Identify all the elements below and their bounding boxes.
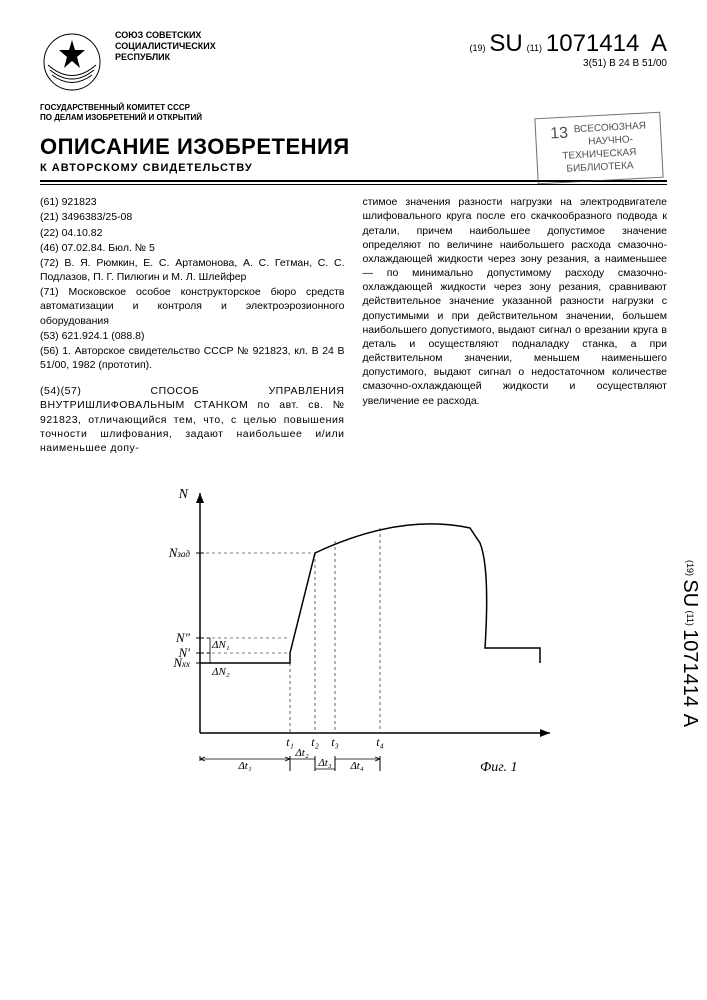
svg-text:N″: N″ <box>175 630 191 645</box>
svg-text:Δt₄: Δt₄ <box>349 760 364 772</box>
field-53: (53) 621.924.1 (088.8) <box>40 329 345 343</box>
document-number: (19) SU (11) 1071414 A 3(51) В 24 В 51/0… <box>470 30 668 77</box>
side-document-number: (19) SU (11) 1071414 A <box>678 560 701 727</box>
svg-text:N: N <box>178 487 189 502</box>
svg-text:Δt₂: Δt₂ <box>294 747 309 759</box>
field-61: (61) 921823 <box>40 195 345 209</box>
svg-text:Δt₃: Δt₃ <box>317 757 332 769</box>
field-56: (56) 1. Авторское свидетельство СССР № 9… <box>40 344 345 372</box>
svg-text:t₂: t₂ <box>311 735 319 749</box>
abstract-right: стимое значения разности нагрузки на эле… <box>363 195 668 455</box>
field-71: (71) Московское особое конструкторское б… <box>40 285 345 328</box>
svg-text:t₃: t₃ <box>331 735 339 749</box>
ussr-emblem <box>40 30 105 95</box>
field-22: (22) 04.10.82 <box>40 226 345 240</box>
field-46: (46) 07.02.84. Бюл. № 5 <box>40 241 345 255</box>
abstract-left: (54)(57) СПОСОБ УПРАВЛЕНИЯ ВНУТРИШЛИФОВА… <box>40 384 345 455</box>
republic-label: СОЮЗ СОВЕТСКИХ СОЦИАЛИСТИЧЕСКИХ РЕСПУБЛИ… <box>115 30 470 62</box>
figure-1: N Nзад N″ N′ Nxx ΔN₁ ΔN₂ <box>140 473 667 773</box>
svg-text:Nзад: Nзад <box>168 545 191 560</box>
svg-text:Δt₁: Δt₁ <box>237 760 252 772</box>
ipc-code: 3(51) В 24 В 51/00 <box>470 58 668 69</box>
field-21: (21) 3496383/25-08 <box>40 210 345 224</box>
svg-text:t₁: t₁ <box>286 735 294 749</box>
field-72: (72) В. Я. Рюмкин, Е. С. Артамонова, А. … <box>40 256 345 284</box>
svg-text:ΔN₁: ΔN₁ <box>211 639 230 651</box>
bibliographic-block: (61) 921823 (21) 3496383/25-08 (22) 04.1… <box>40 195 345 372</box>
svg-text:ΔN₂: ΔN₂ <box>211 666 230 678</box>
svg-text:t₄: t₄ <box>376 735 384 749</box>
library-stamp: 13 ВСЕСОЮЗНАЯ НАУЧНО- ТЕХНИЧЕСКАЯ БИБЛИО… <box>534 112 663 185</box>
rule-thin <box>40 184 667 185</box>
figure-caption: Фиг. 1 <box>480 760 518 773</box>
